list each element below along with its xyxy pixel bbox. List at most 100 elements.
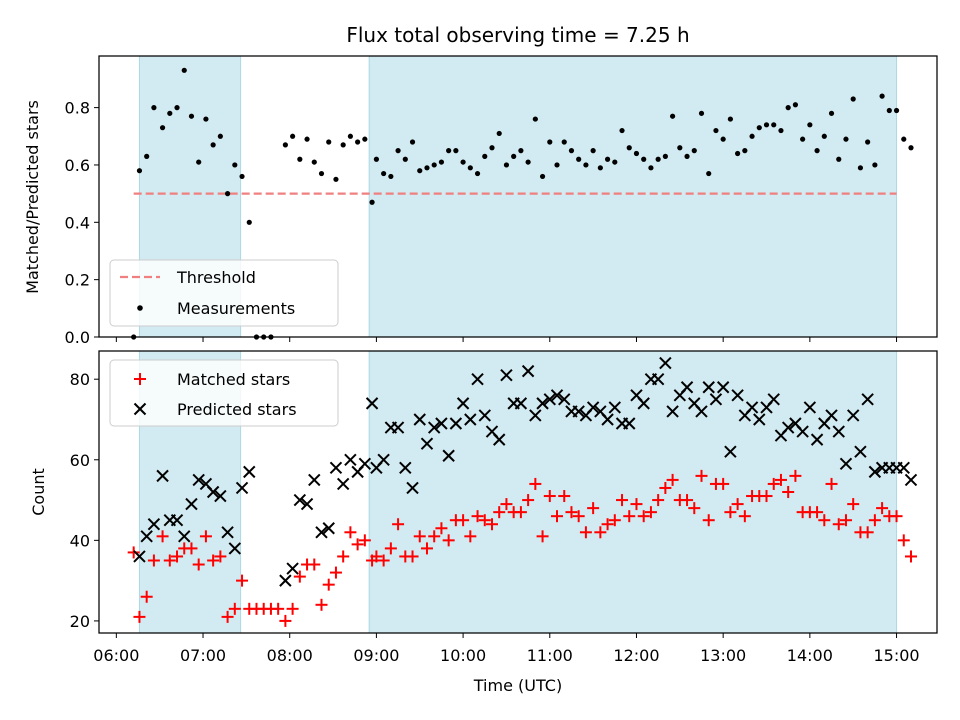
matched-star-point — [286, 602, 299, 615]
matched-star-point — [351, 538, 364, 551]
matched-star-point — [717, 477, 730, 490]
predicted-star-point — [286, 562, 299, 575]
shaded-interval — [368, 350, 898, 634]
matched-star-point — [774, 473, 787, 486]
measurement-point — [136, 168, 143, 174]
matched-star-point — [659, 481, 672, 494]
matched-star-point — [322, 578, 335, 591]
predicted-star-point — [745, 401, 759, 414]
matched-star-point — [228, 602, 241, 615]
measurement-point — [438, 159, 445, 165]
bottom-x-ticks: 06:00 07:00 08:00 09:00 10:00 11:00 12:00 13:00… — [93, 633, 920, 665]
matched-star-point — [500, 498, 513, 511]
predicted-star-point — [391, 421, 405, 434]
matched-star-point — [464, 530, 477, 543]
measurement-point — [144, 153, 150, 159]
measurement-point — [641, 156, 647, 162]
predicted-star-point — [854, 445, 867, 458]
matched-star-point — [272, 602, 285, 615]
predicted-star-point — [868, 465, 882, 479]
matched-star-point — [543, 490, 556, 503]
bottom-panel: 20 40 60 80 06:00 07:00 08:00 09:00 10:00 11:00 1… — [29, 350, 938, 695]
x-tick-label: 11:00 — [527, 646, 573, 665]
measurement-point — [727, 116, 733, 122]
matched-star-point — [192, 558, 205, 571]
predicted-star-point — [192, 473, 205, 487]
measurement-point — [373, 156, 380, 162]
x-tick-label: 15:00 — [873, 646, 919, 665]
predicted-star-point — [315, 526, 328, 539]
predicted-star-point — [185, 497, 198, 511]
matched-star-point — [457, 514, 470, 527]
matched-star-point — [565, 506, 578, 519]
measurement-point — [677, 145, 683, 151]
measurement-point — [188, 113, 195, 119]
predicted-star-point — [156, 469, 169, 483]
predicted-star-point — [358, 457, 372, 471]
measurement-point — [554, 162, 560, 168]
x-tick-label: 10:00 — [440, 646, 486, 665]
predicted-star-point — [228, 542, 242, 555]
matched-star-point — [695, 469, 708, 482]
matched-star-point — [644, 506, 657, 519]
matched-star-point — [782, 486, 795, 498]
measurement-point — [879, 93, 885, 99]
predicted-star-point — [543, 393, 556, 406]
matched-star-point — [413, 530, 426, 543]
matched-star-point — [221, 610, 234, 623]
measurement-point — [511, 153, 517, 159]
measurement-point — [282, 142, 288, 148]
matched-star-point — [616, 494, 629, 507]
predicted-star-point — [666, 405, 679, 418]
measurement-point — [395, 148, 401, 154]
matched-star-point — [608, 514, 621, 527]
predicted-star-point — [308, 473, 321, 487]
measurement-point — [347, 133, 353, 139]
matched-star-point — [558, 490, 571, 503]
matched-star-point — [724, 506, 737, 519]
matched-star-point — [688, 502, 701, 515]
predicted-star-point — [300, 497, 314, 511]
predicted-star-point — [406, 481, 419, 495]
bottom-legend-box — [109, 359, 339, 427]
measurement-point — [850, 96, 856, 102]
measurement-point — [713, 127, 719, 134]
shaded-interval — [368, 55, 898, 338]
matched-star-point — [818, 514, 831, 527]
measurement-point — [369, 199, 375, 205]
matched-star-point — [127, 546, 140, 559]
predicted-star-point — [521, 364, 535, 378]
measurement-point — [525, 159, 531, 165]
matched-star-point — [156, 530, 169, 543]
matched-star-point — [420, 542, 433, 555]
legend-predicted-label: Predicted stars — [177, 400, 297, 419]
predicted-star-point — [471, 372, 484, 386]
predicted-star-point — [810, 433, 824, 446]
predicted-star-point — [601, 413, 614, 426]
matched-star-point — [623, 510, 636, 523]
matched-star-point — [428, 530, 441, 543]
predicted-star-point — [904, 473, 918, 487]
predicted-star-point — [140, 530, 153, 543]
matched-star-point — [811, 506, 824, 519]
matched-star-point — [738, 510, 751, 523]
x-tick-label: 07:00 — [180, 646, 226, 665]
predicted-star-point — [781, 421, 795, 434]
measurement-point — [547, 139, 553, 145]
legend-matched-label: Matched stars — [177, 370, 290, 389]
measurement-point — [778, 127, 784, 134]
predicted-star-point — [514, 397, 528, 410]
measurement-point — [304, 136, 310, 142]
y-tick-label: 20 — [70, 612, 90, 631]
matched-star-point — [832, 518, 845, 531]
predicted-star-point — [413, 413, 426, 426]
predicted-star-point — [449, 417, 463, 430]
measurement-point — [355, 139, 361, 145]
top-axes-frame — [98, 55, 938, 338]
measurement-point — [318, 170, 325, 177]
matched-star-point — [163, 554, 176, 567]
measurement-point — [771, 122, 777, 128]
measurement-point — [576, 156, 582, 162]
measurement-point — [691, 148, 697, 154]
measurement-point — [836, 156, 842, 162]
